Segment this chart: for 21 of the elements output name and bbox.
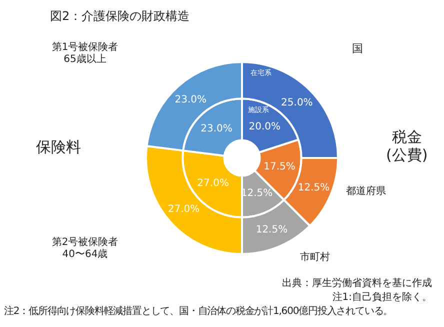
slice-label: 都道府県 bbox=[346, 186, 386, 198]
chart-title: 図2：介護保険の財政構造 bbox=[50, 9, 190, 24]
slice-label: 国 bbox=[352, 42, 363, 56]
text: 17.5% bbox=[264, 162, 296, 173]
text: 23.0% bbox=[174, 94, 207, 106]
text: 20.0% bbox=[248, 121, 281, 132]
text: 12.5% bbox=[298, 182, 330, 194]
text: 注1:自己負担を除く。 bbox=[332, 292, 432, 304]
source-note: 出典：厚生労働省資料を基に作成 bbox=[282, 278, 432, 290]
slice-label: 市町村 bbox=[300, 252, 330, 264]
text: 23.0% bbox=[200, 124, 232, 135]
text: 25.0% bbox=[281, 98, 313, 109]
text: 税金 (公費) bbox=[386, 128, 428, 164]
text: 保険料 bbox=[36, 138, 81, 156]
text: 27.0% bbox=[168, 204, 200, 215]
text: 27.0% bbox=[197, 178, 229, 190]
slice-label: 第1号被保険者 65歳以上 bbox=[50, 42, 120, 66]
text: 12.5% bbox=[256, 224, 288, 236]
text: 注2：低所得向け保険料軽減措置として、国・自治体の税金が計1,600億円投入されている。 bbox=[4, 306, 393, 318]
text: 12.5% bbox=[240, 188, 273, 200]
slice-label: 第2号被保険者 40〜64歳 bbox=[50, 237, 120, 261]
